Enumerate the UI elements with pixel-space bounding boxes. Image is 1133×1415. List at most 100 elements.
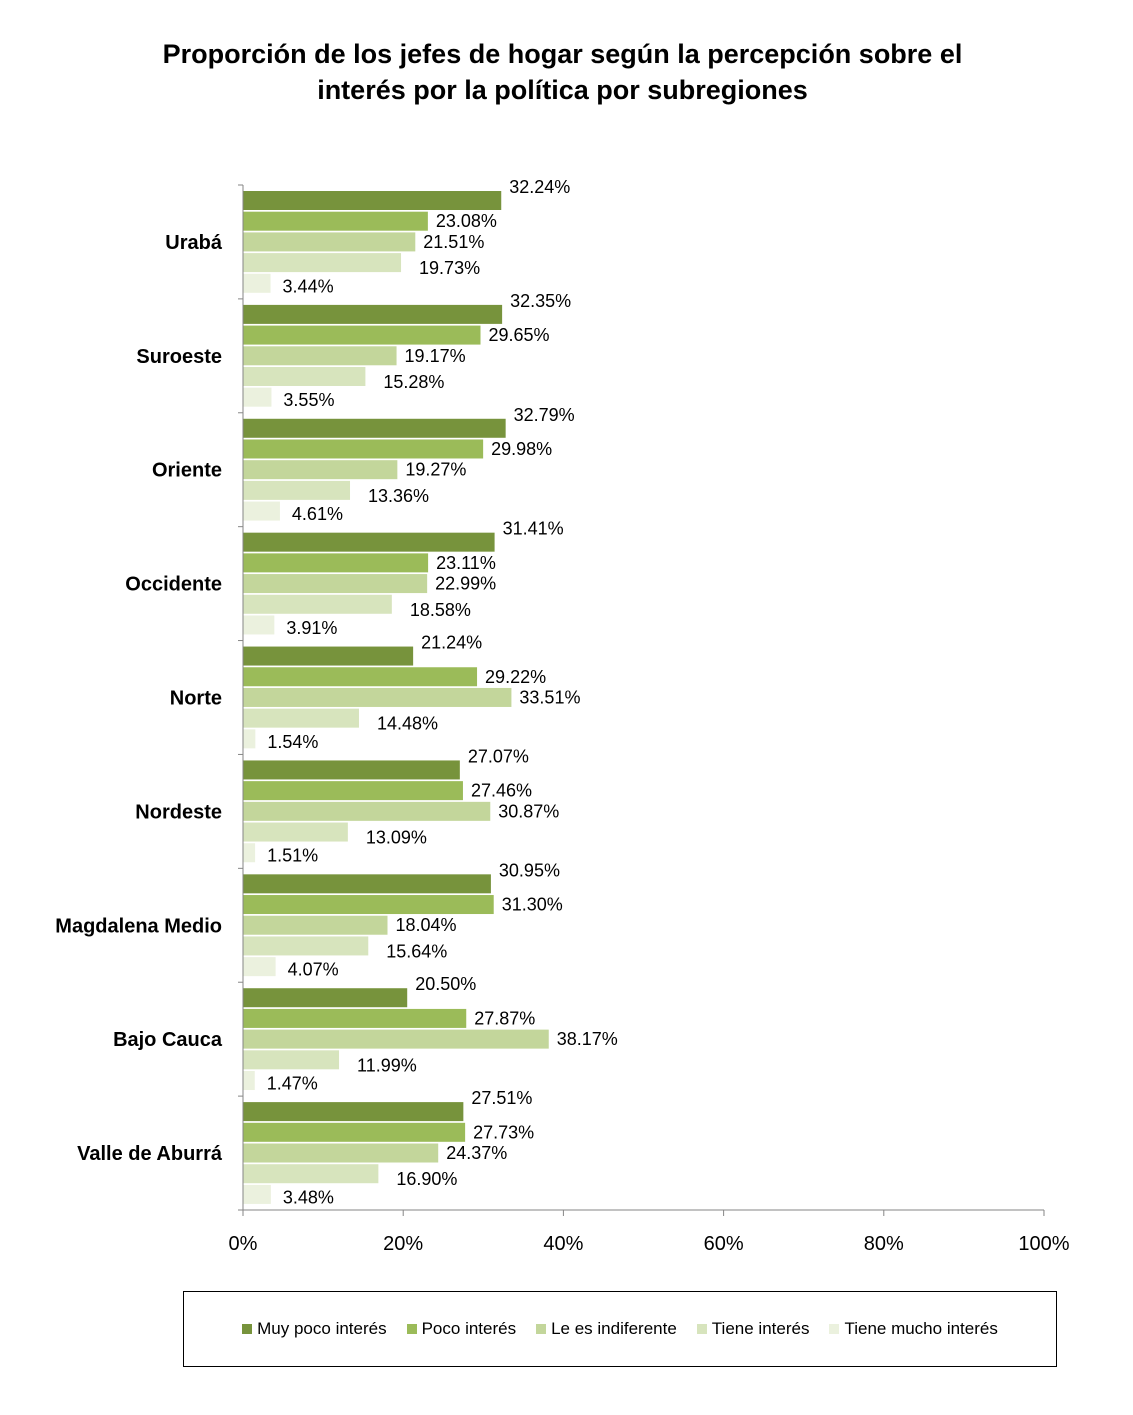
bar-4-2 (243, 366, 366, 386)
bar-3-6 (243, 801, 491, 821)
bar-1-1 (243, 191, 502, 210)
bar-5-1 (243, 273, 271, 293)
data-label: 31.30% (502, 895, 563, 915)
legend-item: Le es indiferente (536, 1319, 677, 1339)
legend-swatch (406, 1324, 417, 1334)
data-label: 30.87% (498, 801, 559, 821)
bar-2-5 (243, 667, 478, 687)
data-label: 27.51% (471, 1088, 532, 1108)
bar-5-4 (243, 615, 275, 635)
data-label: 38.17% (557, 1029, 618, 1049)
bar-5-3 (243, 501, 280, 521)
category-label: Urabá (165, 232, 223, 254)
legend-item: Muy poco interés (242, 1319, 387, 1339)
bar-1-8 (243, 988, 408, 1008)
data-label: 13.36% (368, 486, 429, 506)
bar-5-2 (243, 387, 272, 407)
bar-2-1 (243, 211, 428, 231)
bar-2-9 (243, 1122, 466, 1142)
bar-3-8 (243, 1029, 549, 1049)
legend-item: Tiene interés (696, 1319, 810, 1339)
data-label: 19.27% (405, 460, 466, 480)
data-label: 18.58% (410, 600, 471, 620)
data-label: 21.24% (421, 633, 482, 653)
category-label: Valle de Aburrá (77, 1143, 223, 1165)
data-label: 29.22% (485, 667, 546, 687)
data-label: 22.99% (435, 574, 496, 594)
bar-4-9 (243, 1164, 379, 1184)
data-label: 3.55% (283, 390, 334, 410)
bar-5-9 (243, 1184, 271, 1204)
bar-2-7 (243, 895, 494, 915)
data-label: 23.08% (436, 211, 497, 231)
data-label: 15.28% (383, 372, 444, 392)
data-label: 32.24% (509, 177, 570, 197)
bar-3-9 (243, 1143, 439, 1163)
legend-label: Le es indiferente (551, 1319, 677, 1338)
category-label: Oriente (152, 460, 222, 482)
legend-item: Poco interés (406, 1319, 517, 1339)
legend-label: Poco interés (421, 1319, 517, 1338)
bar-4-1 (243, 253, 402, 273)
data-label: 24.37% (446, 1143, 507, 1163)
bar-2-3 (243, 439, 484, 459)
x-tick-label: 80% (864, 1233, 904, 1255)
legend-swatch (829, 1324, 840, 1334)
bar-1-6 (243, 760, 460, 780)
bar-1-4 (243, 532, 495, 552)
bar-chart: 32.24% 23.08%21.51% 19.73% 3.44% Urabá 32.35%… (55, 177, 1069, 1255)
data-label: 15.64% (386, 941, 447, 961)
bar-1-3 (243, 418, 506, 438)
legend-label: Muy poco interés (257, 1319, 387, 1338)
bar-5-8 (243, 1071, 255, 1091)
legend-label: Tiene interés (711, 1319, 810, 1338)
bar-2-4 (243, 553, 429, 573)
data-label: 18.04% (396, 915, 457, 935)
data-label: 32.79% (514, 405, 575, 425)
data-label: 31.41% (503, 519, 564, 539)
bar-3-7 (243, 915, 388, 935)
x-tick-label: 0% (229, 1233, 258, 1255)
data-label: 4.07% (288, 960, 339, 980)
bar-4-5 (243, 708, 359, 728)
bar-4-7 (243, 936, 369, 956)
data-label: 3.44% (283, 276, 334, 296)
data-label: 29.98% (491, 439, 552, 459)
bar-2-8 (243, 1008, 467, 1028)
legend: Muy poco interés Poco interés Le es indife… (183, 1291, 1057, 1367)
legend-swatch (696, 1324, 707, 1334)
legend-swatch (536, 1324, 547, 1334)
bar-3-1 (243, 232, 416, 252)
bar-4-3 (243, 480, 351, 500)
data-label: 30.95% (499, 860, 560, 880)
bar-3-2 (243, 346, 397, 366)
bar-5-7 (243, 957, 276, 977)
data-label: 32.35% (510, 291, 571, 311)
bar-4-4 (243, 594, 392, 614)
bar-4-6 (243, 822, 348, 842)
chart-title: Proporción de los jefes de hogar según l… (0, 36, 1125, 108)
data-label: 21.51% (423, 232, 484, 252)
data-label: 3.48% (283, 1187, 334, 1207)
bar-2-2 (243, 325, 481, 345)
data-label: 1.51% (267, 846, 318, 866)
bar-1-7 (243, 874, 491, 894)
data-label: 19.17% (405, 346, 466, 366)
x-tick-label: 20% (383, 1233, 423, 1255)
bar-4-8 (243, 1050, 340, 1070)
data-label: 27.46% (471, 781, 532, 801)
bar-1-2 (243, 304, 503, 324)
legend-item: Tiene mucho interés (829, 1319, 998, 1339)
data-label: 1.54% (267, 732, 318, 752)
bar-5-6 (243, 843, 256, 863)
bar-1-9 (243, 1102, 464, 1122)
category-label: Bajo Cauca (113, 1029, 223, 1051)
category-label: Magdalena Medio (55, 915, 222, 937)
bar-3-4 (243, 574, 428, 594)
x-tick-label: 100% (1018, 1233, 1069, 1255)
data-label: 1.47% (267, 1074, 318, 1094)
data-label: 13.09% (366, 828, 427, 848)
x-tick-label: 40% (543, 1233, 583, 1255)
bar-3-5 (243, 687, 512, 707)
category-label: Nordeste (135, 801, 222, 823)
